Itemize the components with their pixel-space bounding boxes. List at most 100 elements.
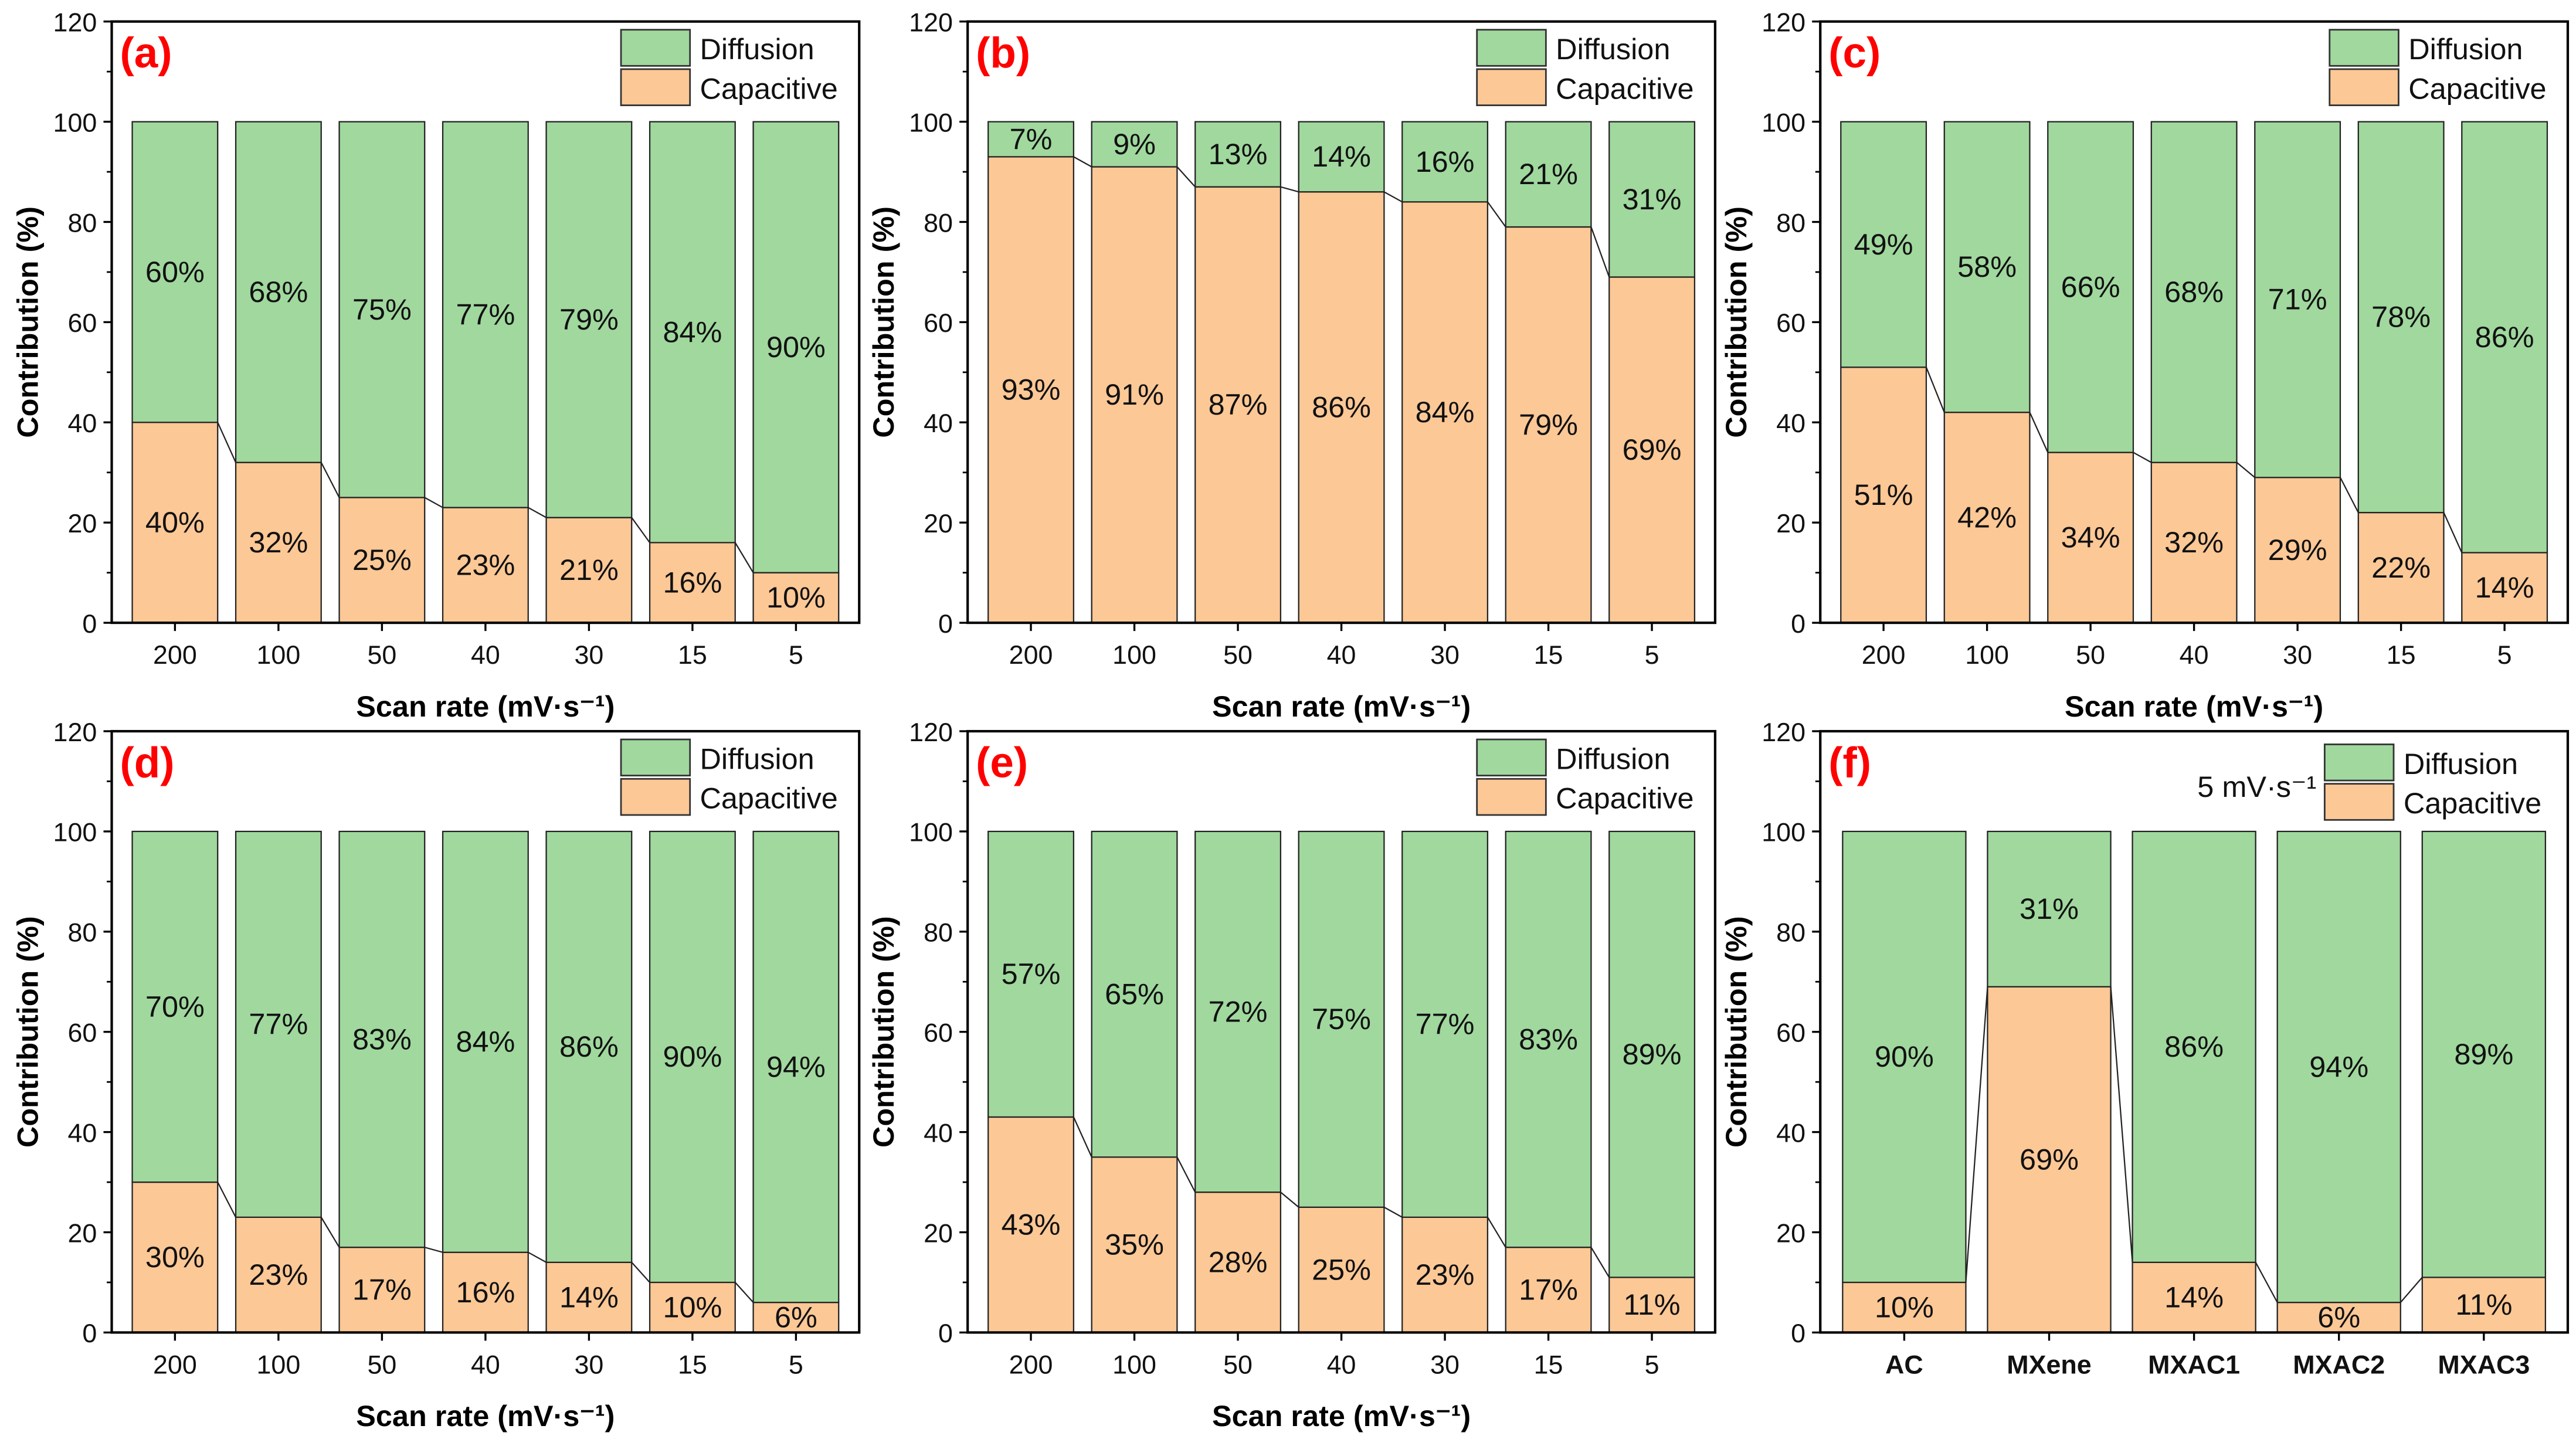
legend-label-capacitive: Capacitive [2408, 72, 2546, 105]
connector-line [1925, 366, 1945, 413]
bar-capacitive [442, 1251, 529, 1333]
data-label-diffusion: 77% [1416, 1007, 1475, 1041]
x-tick-label: 5 [2497, 640, 2512, 670]
data-label-diffusion: 77% [456, 297, 515, 331]
x-axis-label: Scan rate (mV·s⁻¹) [356, 1399, 615, 1433]
y-tick-label: 100 [53, 108, 97, 137]
y-tick-label: 20 [1776, 509, 1805, 538]
connector-line [217, 422, 237, 463]
bar-diffusion [1608, 121, 1696, 278]
bar-capacitive [649, 542, 736, 624]
panel-a: 40% 60% 32% 68% 25% 75% 23% 77% 21% 79% 16% 84% 10% 9… [11, 8, 861, 723]
panel-label: (c) [1828, 29, 1881, 77]
bar-capacitive [987, 156, 1075, 624]
panel-e: 43% 57% 35% 65% 28% 72% 25% 75% 23% 77% 17% 83% 11% 8… [867, 718, 1717, 1433]
legend-label-capacitive: Capacitive [700, 782, 838, 815]
y-tick-label: 20 [67, 509, 97, 538]
data-label-diffusion: 84% [663, 315, 722, 348]
connector-line [1486, 1217, 1506, 1248]
bar-diffusion [987, 830, 1075, 1118]
data-label-diffusion: 86% [559, 1030, 619, 1063]
x-tick-label: 30 [1430, 1350, 1460, 1379]
bar-diffusion [1401, 121, 1489, 203]
connector-line [217, 1182, 237, 1218]
data-label-diffusion: 72% [1209, 994, 1268, 1028]
connector-line [2339, 477, 2359, 513]
bar-diffusion [2047, 121, 2134, 453]
y-tick-label: 0 [1791, 1319, 1805, 1348]
panel-c: 51% 49% 42% 58% 34% 66% 32% 68% 29% 71% 22% 78% 14% 8… [1719, 8, 2570, 723]
x-tick-label: 200 [1862, 640, 1906, 670]
connector-line [2255, 1262, 2278, 1303]
x-tick-label: 15 [1534, 640, 1563, 670]
legend-label-capacitive: Capacitive [1556, 72, 1693, 105]
x-tick-label: 30 [1430, 640, 1460, 670]
data-label-capacitive: 23% [1416, 1258, 1475, 1291]
bar-diffusion [1987, 830, 2112, 987]
data-label-capacitive: 16% [456, 1275, 515, 1309]
x-tick-label: 200 [153, 1350, 197, 1379]
panel-label: (f) [1828, 739, 1871, 786]
data-label-capacitive: 23% [249, 1258, 308, 1291]
x-tick-label: 100 [1112, 640, 1156, 670]
x-tick-label: 5 [789, 1350, 803, 1379]
bar-diffusion [131, 830, 219, 1183]
data-label-diffusion: 89% [2454, 1037, 2513, 1071]
x-tick-label: 30 [574, 640, 603, 670]
y-tick-label: 80 [924, 918, 953, 948]
bar-diffusion [1842, 830, 1967, 1284]
panel-label: (d) [120, 739, 175, 786]
connector-line [2133, 452, 2152, 463]
connector-line [528, 1251, 547, 1263]
y-tick-label: 40 [1776, 409, 1805, 438]
connector-line [1590, 1247, 1610, 1278]
bar-capacitive [131, 422, 219, 624]
data-label-capacitive: 23% [456, 548, 515, 582]
data-label-diffusion: 90% [1875, 1040, 1934, 1073]
connector-line [734, 1282, 754, 1303]
connector-line [1965, 986, 1988, 1283]
data-label-diffusion: 16% [1416, 145, 1475, 178]
bar-diffusion [1505, 121, 1592, 228]
legend-swatch-capacitive [2323, 783, 2395, 821]
data-label-capacitive: 29% [2268, 533, 2327, 566]
connector-line [1073, 156, 1092, 168]
y-axis-label: Contribution (%) [867, 916, 900, 1148]
data-label-capacitive: 79% [1519, 408, 1578, 441]
bar-diffusion [1840, 121, 1927, 368]
y-tick-label: 100 [909, 818, 953, 847]
bar-diffusion [131, 121, 219, 423]
bar-capacitive [338, 497, 426, 624]
data-label-diffusion: 68% [2164, 275, 2224, 308]
bar-diffusion [987, 121, 1075, 158]
data-label-diffusion: 94% [766, 1050, 826, 1083]
data-label-capacitive: 10% [663, 1291, 722, 1324]
bar-diffusion [1194, 830, 1282, 1193]
data-label-diffusion: 75% [352, 293, 412, 326]
bar-capacitive [1401, 201, 1489, 624]
x-tick-label: 50 [1223, 1350, 1253, 1379]
data-label-diffusion: 86% [2164, 1030, 2224, 1063]
data-label-capacitive: 17% [352, 1273, 412, 1306]
bar-diffusion [1505, 830, 1592, 1248]
y-tick-label: 0 [938, 1319, 953, 1348]
x-tick-label: 100 [1112, 1350, 1156, 1379]
y-axis-label: Contribution (%) [867, 206, 900, 438]
x-tick-label: 40 [1327, 640, 1356, 670]
panel-b: 93% 7% 91% 9% 87% 13% 86% 14% 84% 16% 79% 21% 69% 31%… [867, 8, 1717, 723]
data-label-capacitive: 40% [145, 505, 205, 539]
data-label-diffusion: 65% [1105, 977, 1164, 1010]
data-label-capacitive: 14% [559, 1280, 619, 1313]
connector-line [631, 517, 650, 544]
data-label-capacitive: 16% [663, 566, 722, 599]
bar-capacitive [2421, 1277, 2547, 1333]
x-tick-label: MXAC2 [2293, 1350, 2385, 1379]
x-tick-label: 50 [1223, 640, 1253, 670]
data-label-diffusion: 21% [1519, 157, 1578, 191]
data-label-diffusion: 90% [663, 1040, 722, 1073]
y-tick-label: 100 [909, 108, 953, 137]
y-tick-label: 60 [67, 308, 97, 338]
data-label-diffusion: 70% [145, 990, 205, 1023]
y-tick-label: 20 [924, 509, 953, 538]
legend-swatch-capacitive [620, 778, 691, 816]
